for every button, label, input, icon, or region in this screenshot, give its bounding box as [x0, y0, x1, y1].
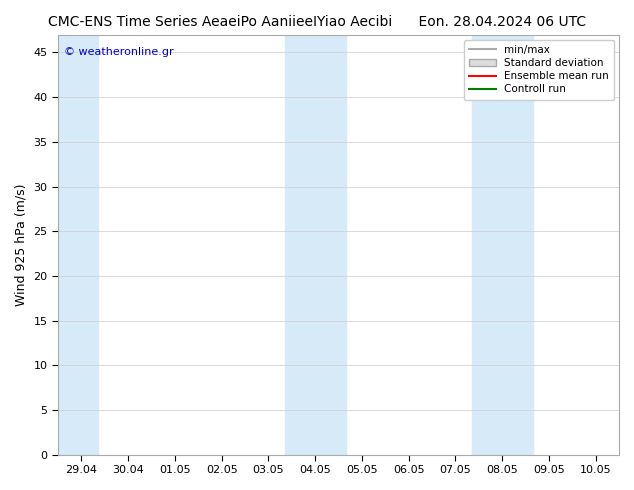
Legend: min/max, Standard deviation, Ensemble mean run, Controll run: min/max, Standard deviation, Ensemble me… [464, 40, 614, 99]
Bar [472, 35, 533, 455]
Text: © weatheronline.gr: © weatheronline.gr [63, 47, 173, 57]
Text: CMC-ENS Time Series AeaeiPo AaniieeIYiao Aecibi      Eon. 28.04.2024 06 UTC: CMC-ENS Time Series AeaeiPo AaniieeIYiao… [48, 15, 586, 29]
Y-axis label: Wind 925 hPa (m/s): Wind 925 hPa (m/s) [15, 183, 28, 306]
Bar [58, 35, 98, 455]
Bar [285, 35, 346, 455]
